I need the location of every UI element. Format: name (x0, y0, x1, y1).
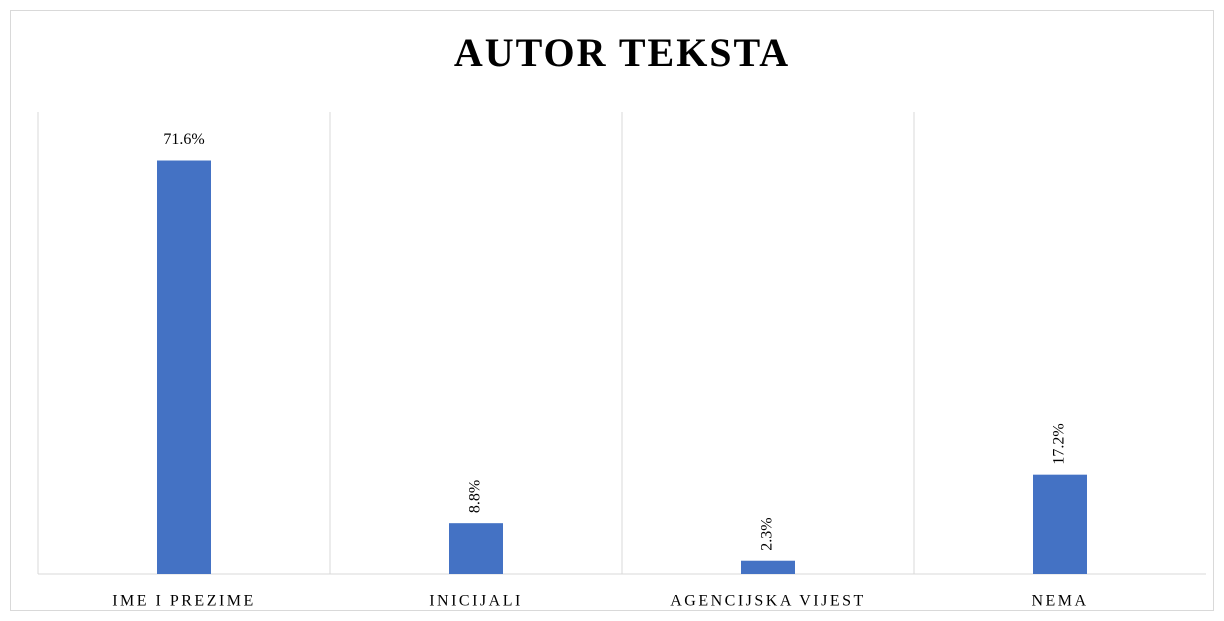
value-label: 2.3% (759, 517, 776, 550)
bar (1033, 474, 1087, 574)
x-tick-label: INICIJALI (429, 593, 523, 610)
value-label: 17.2% (1051, 423, 1068, 464)
x-tick-label: AGENCIJSKA VIJEST (670, 593, 866, 610)
bar (157, 160, 211, 574)
x-tick-label: NEMA (1031, 593, 1088, 610)
value-label: 8.8% (467, 480, 484, 513)
bar (449, 523, 503, 574)
value-label: 71.6% (163, 131, 204, 148)
x-tick-label: IME I PREZIME (112, 593, 256, 610)
chart-title: AUTOR TEKSTA (454, 30, 790, 75)
bar (741, 560, 795, 574)
